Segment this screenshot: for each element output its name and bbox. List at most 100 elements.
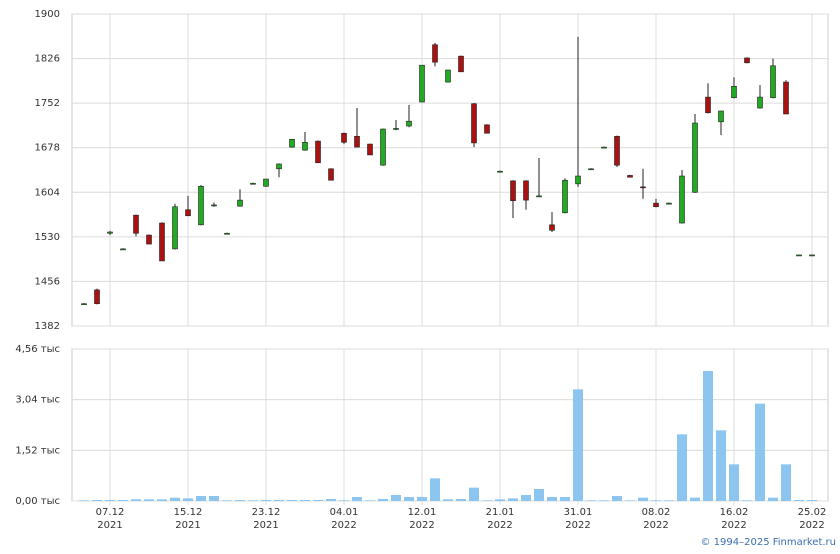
candle-body bbox=[757, 96, 763, 109]
volume-bar bbox=[235, 500, 245, 501]
volume-bar bbox=[144, 499, 154, 501]
candle-body bbox=[809, 254, 815, 257]
candle-body bbox=[172, 206, 178, 250]
volume-bar bbox=[755, 403, 765, 501]
volume-bar bbox=[404, 497, 414, 501]
candle-body bbox=[406, 120, 412, 127]
x-tick-year: 2022 bbox=[409, 520, 434, 531]
candle-body bbox=[627, 175, 633, 178]
x-tick-year: 2022 bbox=[565, 520, 590, 531]
x-tick-label: 04.01 bbox=[330, 507, 359, 518]
y2-tick-label: 3,04 тыс bbox=[15, 395, 60, 406]
candle-body bbox=[354, 135, 360, 148]
volume-bar bbox=[430, 478, 440, 501]
volume-bar bbox=[638, 497, 648, 501]
candle-body bbox=[224, 232, 230, 235]
volume-bar bbox=[352, 497, 362, 501]
candle-body bbox=[770, 65, 776, 99]
y-tick-label: 1900 bbox=[35, 9, 60, 20]
candle-body bbox=[302, 141, 308, 151]
volume-bar bbox=[196, 496, 206, 501]
candle-body bbox=[601, 146, 607, 149]
y2-tick-label: 4,56 тыс bbox=[15, 344, 60, 355]
x-tick-year: 2022 bbox=[331, 520, 356, 531]
candle-body bbox=[796, 254, 802, 257]
volume-bar bbox=[261, 500, 271, 501]
candle-body bbox=[549, 224, 555, 231]
volume-bar bbox=[183, 498, 193, 501]
candle-body bbox=[198, 185, 204, 226]
candle-body bbox=[679, 175, 685, 224]
candle-body bbox=[276, 163, 282, 170]
y-tick-label: 1604 bbox=[35, 187, 60, 198]
candle-body bbox=[783, 81, 789, 115]
x-tick-label: 16.02 bbox=[720, 507, 749, 518]
volume-bar bbox=[391, 495, 401, 501]
volume-bar bbox=[417, 497, 427, 501]
volume-bar bbox=[677, 434, 687, 501]
candle-body bbox=[263, 178, 269, 187]
x-tick-year: 2021 bbox=[97, 520, 122, 531]
y-tick-label: 1382 bbox=[35, 321, 60, 332]
volume-bar bbox=[651, 500, 661, 501]
volume-bar bbox=[287, 500, 297, 501]
candle-body bbox=[120, 248, 126, 251]
candle-body bbox=[328, 168, 334, 181]
candle-body bbox=[289, 138, 295, 148]
candle-body bbox=[81, 303, 87, 306]
volume-bar bbox=[807, 500, 817, 501]
candle-body bbox=[211, 204, 217, 207]
volume-bar bbox=[274, 500, 284, 501]
candle-body bbox=[484, 124, 490, 134]
volume-bar bbox=[703, 371, 713, 501]
candle-body bbox=[510, 180, 516, 202]
volume-bar bbox=[339, 500, 349, 501]
candle-body bbox=[419, 64, 425, 103]
volume-bar bbox=[170, 497, 180, 501]
volume-bar bbox=[547, 497, 557, 501]
x-tick-year: 2022 bbox=[487, 520, 512, 531]
candle-body bbox=[250, 182, 256, 185]
candle-body bbox=[705, 96, 711, 114]
candle-body bbox=[94, 289, 100, 305]
x-tick-label: 31.01 bbox=[564, 507, 593, 518]
candle-body bbox=[523, 180, 529, 201]
candle-body bbox=[315, 140, 321, 164]
volume-bar bbox=[768, 497, 778, 501]
candle-body bbox=[666, 202, 672, 205]
candle-body bbox=[692, 122, 698, 193]
y2-tick-label: 0,00 тыс bbox=[15, 496, 60, 507]
volume-bar bbox=[729, 464, 739, 501]
volume-bar bbox=[118, 500, 128, 501]
y-tick-label: 1456 bbox=[35, 276, 60, 287]
volume-bar bbox=[105, 500, 115, 501]
candle-body bbox=[445, 69, 451, 83]
volume-bar bbox=[456, 499, 466, 501]
volume-bar bbox=[313, 500, 323, 501]
volume-bar bbox=[79, 500, 89, 501]
volume-bar bbox=[573, 389, 583, 501]
candle-body bbox=[731, 85, 737, 99]
volume-bar bbox=[378, 499, 388, 501]
candle-body bbox=[159, 222, 165, 262]
volume-bar bbox=[495, 499, 505, 501]
volume-bar bbox=[482, 500, 492, 501]
volume-bar bbox=[157, 499, 167, 501]
candle-body bbox=[575, 175, 581, 185]
x-tick-year: 2021 bbox=[175, 520, 200, 531]
volume-bar bbox=[781, 464, 791, 501]
candle-body bbox=[458, 55, 464, 73]
y-tick-label: 1530 bbox=[35, 232, 60, 243]
x-tick-label: 21.01 bbox=[486, 507, 515, 518]
volume-bar bbox=[586, 500, 596, 501]
candle-body bbox=[237, 199, 243, 207]
candle-body bbox=[562, 179, 568, 214]
candle-body bbox=[367, 143, 373, 156]
volume-bar bbox=[625, 500, 635, 501]
volume-bar bbox=[794, 500, 804, 501]
candle-body bbox=[614, 135, 620, 166]
y2-tick-label: 1,52 тыс bbox=[15, 445, 60, 456]
candle-body bbox=[640, 186, 646, 189]
candle-body bbox=[380, 128, 386, 166]
